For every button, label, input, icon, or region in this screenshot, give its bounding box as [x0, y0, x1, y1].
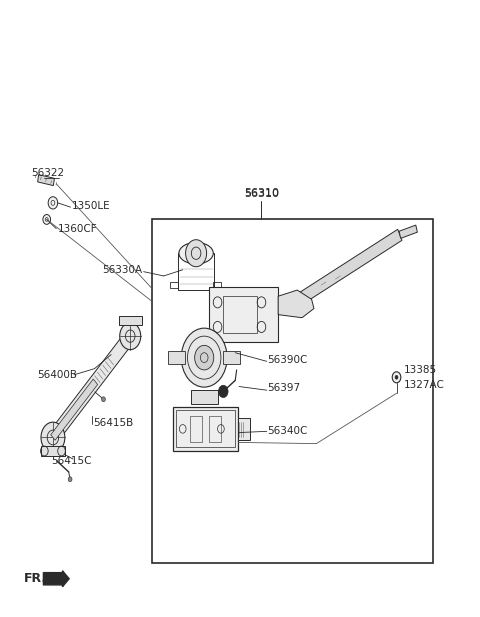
Text: 56340C: 56340C	[268, 426, 308, 436]
Polygon shape	[399, 225, 417, 238]
Bar	[209, 287, 278, 342]
Polygon shape	[51, 379, 97, 441]
Circle shape	[392, 372, 401, 383]
Bar	[152, 220, 433, 563]
Bar	[119, 317, 142, 325]
Bar	[170, 282, 178, 288]
Circle shape	[218, 385, 228, 397]
Text: 56397: 56397	[268, 383, 301, 394]
Text: 56390C: 56390C	[268, 355, 308, 365]
Text: 56310: 56310	[244, 189, 279, 199]
Bar	[223, 296, 257, 333]
Text: 56415B: 56415B	[93, 418, 133, 428]
Circle shape	[195, 346, 214, 370]
Bar	[41, 446, 65, 456]
Circle shape	[186, 240, 206, 267]
Polygon shape	[49, 331, 134, 442]
Text: 1327AC: 1327AC	[404, 379, 444, 390]
Text: 56322: 56322	[32, 168, 65, 178]
Text: 1350LE: 1350LE	[72, 201, 111, 211]
Circle shape	[181, 328, 227, 387]
FancyArrow shape	[43, 571, 69, 587]
Text: FR.: FR.	[24, 572, 48, 586]
Bar	[168, 352, 185, 364]
Polygon shape	[37, 175, 54, 186]
Text: 13385: 13385	[404, 365, 437, 375]
Text: 56400B: 56400B	[37, 370, 77, 380]
Ellipse shape	[179, 242, 213, 264]
Text: 56330A: 56330A	[103, 265, 143, 275]
Circle shape	[102, 397, 106, 402]
Text: 56415C: 56415C	[51, 456, 92, 466]
Circle shape	[41, 422, 65, 453]
Bar	[173, 407, 238, 451]
Circle shape	[395, 376, 398, 379]
Text: 56310: 56310	[244, 188, 279, 198]
Bar	[238, 418, 250, 440]
Bar	[213, 282, 221, 288]
Text: 1360CF: 1360CF	[58, 223, 97, 234]
Bar	[190, 416, 202, 442]
Circle shape	[48, 197, 58, 209]
Bar	[223, 352, 240, 364]
Bar	[178, 253, 214, 290]
Circle shape	[68, 477, 72, 482]
Bar	[209, 416, 221, 442]
Polygon shape	[278, 290, 314, 318]
Circle shape	[120, 323, 141, 350]
Polygon shape	[288, 230, 402, 311]
Circle shape	[43, 215, 50, 225]
Bar	[191, 390, 217, 404]
Bar	[176, 410, 235, 447]
